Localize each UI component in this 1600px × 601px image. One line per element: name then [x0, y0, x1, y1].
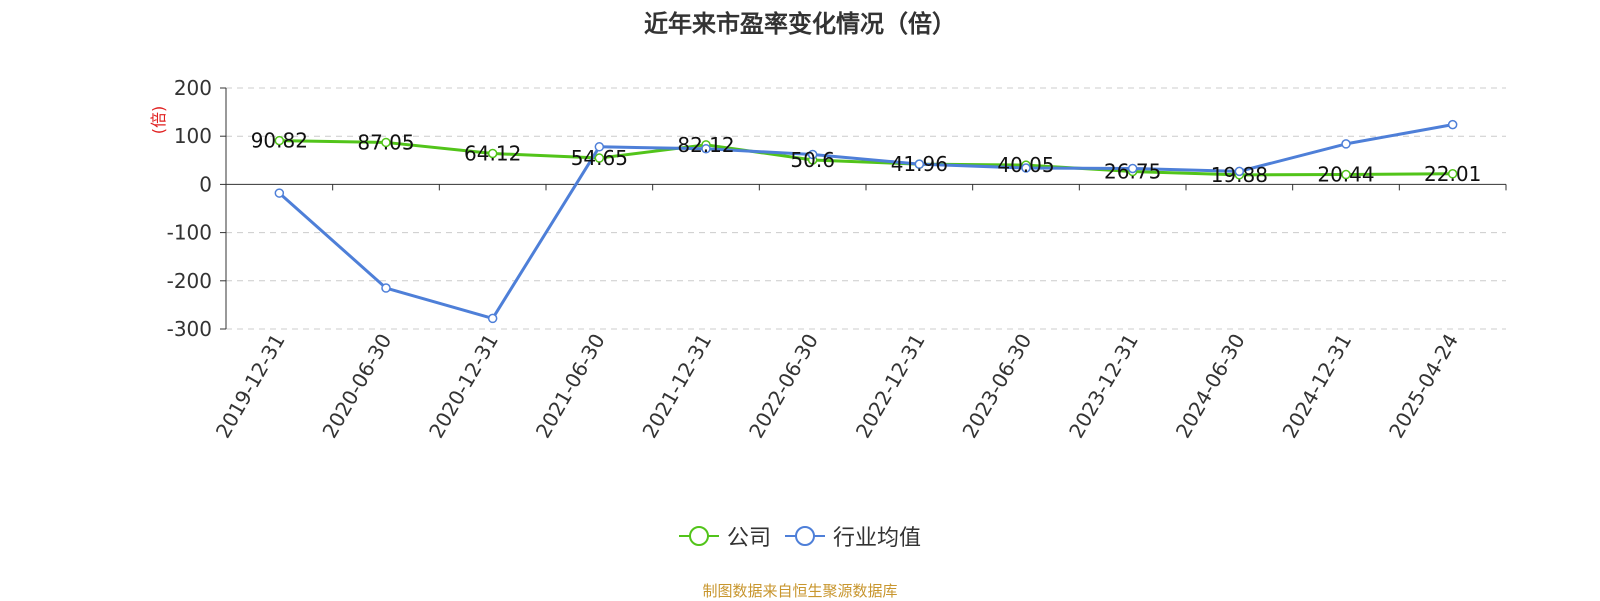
y-axis-unit-label: (倍)	[149, 106, 168, 135]
data-point-1	[1447, 119, 1458, 130]
data-label: 26.75	[1104, 160, 1161, 184]
y-tick-label: 100	[174, 124, 212, 148]
data-point-1	[381, 283, 391, 293]
chart-legend: 公司 行业均值	[0, 520, 1600, 552]
legend-item-company[interactable]: 公司	[678, 520, 771, 552]
data-label: 90.82	[251, 129, 308, 153]
data-label: 50.6	[790, 148, 835, 172]
data-point-1	[274, 188, 285, 198]
x-tick-label: 2025-04-24	[1384, 330, 1463, 443]
data-point-1	[914, 159, 925, 169]
data-point-1	[594, 142, 605, 152]
data-point-1	[701, 143, 711, 154]
data-point-0	[1341, 169, 1351, 180]
data-point-1	[487, 313, 498, 324]
x-tick-label: 2024-06-30	[1171, 330, 1250, 443]
legend-industry-line-circle-icon	[785, 526, 825, 546]
data-point-1	[1341, 139, 1351, 149]
x-tick-label: 2024-12-31	[1277, 330, 1356, 443]
x-tick-label: 2021-12-31	[637, 330, 716, 443]
y-tick-label: -200	[167, 269, 212, 293]
data-point-0	[381, 137, 391, 148]
y-axis-unit-text: (倍)	[149, 106, 168, 135]
data-point-0	[274, 135, 285, 146]
data-source-note: 制图数据来自恒生聚源数据库	[702, 582, 898, 600]
y-tick-label: -100	[167, 221, 212, 245]
x-tick-label: 2023-06-30	[957, 330, 1036, 443]
y-tick-label: 0	[199, 172, 212, 196]
legend-label-industry: 行业均值	[833, 526, 922, 551]
data-label: 82.12	[677, 133, 734, 157]
x-tick-label: 2023-12-31	[1064, 330, 1143, 443]
data-label: 41.96	[891, 152, 948, 176]
data-point-0	[487, 148, 498, 159]
data-label: 19.88	[1211, 163, 1268, 187]
data-point-1	[1021, 163, 1031, 173]
data-point-0	[1447, 169, 1458, 179]
series-line-1	[278, 123, 1453, 320]
x-tick-label: 2020-06-30	[317, 330, 396, 443]
data-label: 40.05	[997, 153, 1054, 177]
x-tick-label: 2022-06-30	[744, 330, 823, 443]
y-tick-label: 200	[174, 76, 212, 100]
legend-company-line-circle-icon	[678, 526, 719, 546]
x-tick-label: 2021-06-30	[531, 330, 610, 443]
data-point-1	[807, 149, 818, 160]
legend-item-industry[interactable]: 行业均值	[785, 520, 921, 552]
y-tick-label: -300	[167, 317, 212, 341]
x-tick-label: 2022-12-31	[851, 329, 930, 442]
data-label: 22.01	[1424, 162, 1481, 186]
data-label: 87.05	[357, 130, 414, 154]
chart-title: 近年来市盈率变化情况（倍）	[644, 10, 956, 38]
series-line-0	[279, 139, 1453, 177]
legend-label-company: 公司	[726, 526, 771, 551]
data-label: 54.65	[571, 146, 628, 170]
data-point-0	[594, 153, 605, 163]
data-label: 64.12	[464, 141, 521, 165]
data-point-1	[1127, 163, 1138, 174]
data-point-1	[1234, 166, 1245, 177]
x-tick-label: 2020-12-31	[424, 329, 503, 442]
data-label: 20.44	[1317, 163, 1374, 187]
x-tick-label: 2019-12-31	[211, 330, 290, 443]
